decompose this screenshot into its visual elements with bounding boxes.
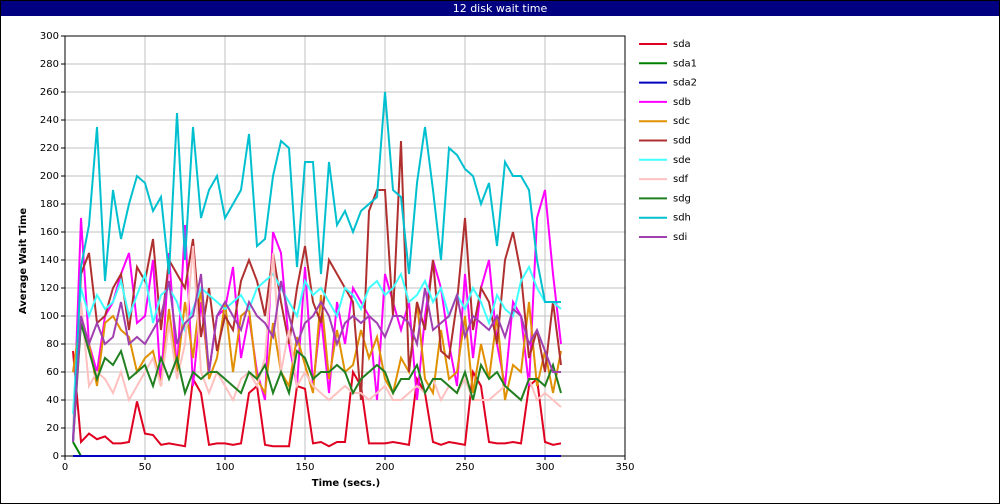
y-tick-label: 100: [40, 311, 59, 322]
legend-label: sda1: [673, 58, 697, 69]
x-tick-label: 350: [615, 462, 634, 473]
series-line: [72, 140, 562, 443]
legend-label: sdd: [673, 136, 691, 147]
series-line: [72, 322, 562, 443]
legend-label: sde: [673, 155, 691, 166]
legend-label: sdc: [673, 116, 690, 127]
x-tick-label: 250: [455, 462, 474, 473]
legend-label: sda: [673, 39, 691, 50]
y-tick-label: 20: [46, 423, 59, 434]
y-tick-label: 260: [40, 87, 59, 98]
x-tick-label: 0: [62, 462, 68, 473]
x-tick-label: 50: [139, 462, 152, 473]
legend-label: sda2: [673, 78, 697, 89]
y-tick-label: 180: [40, 199, 59, 210]
y-tick-label: 140: [40, 255, 59, 266]
x-tick-label: 200: [375, 462, 394, 473]
legend-label: sdb: [673, 97, 691, 108]
y-tick-label: 120: [40, 283, 59, 294]
legend-label: sdf: [673, 174, 689, 185]
legend-label: sdi: [673, 232, 687, 243]
y-tick-label: 280: [40, 59, 59, 70]
chart: Average Wait Time Time (secs.) 0 20 40 60 80…: [18, 31, 697, 489]
y-tick-label: 220: [40, 143, 59, 154]
series-line: [72, 287, 562, 401]
y-tick-label: 40: [46, 395, 59, 406]
series-line: [72, 273, 561, 443]
y-tick-label: 300: [40, 31, 59, 42]
title-bar: 12 disk wait time: [1, 1, 999, 16]
y-tick-label: 240: [40, 115, 59, 126]
y-axis-label: Average Wait Time: [18, 208, 29, 315]
x-axis-label: Time (secs.): [312, 478, 381, 489]
x-tick-label: 150: [295, 462, 314, 473]
y-tick-label: 60: [46, 367, 59, 378]
y-tick-label: 0: [53, 451, 59, 462]
series-line: [72, 350, 562, 448]
y-tick-label: 80: [46, 339, 59, 350]
y-tick-label: 160: [40, 227, 59, 238]
y-tick-label: 200: [40, 171, 59, 182]
legend-label: sdg: [673, 193, 691, 204]
series-line: [72, 245, 562, 429]
series-line: [72, 91, 561, 443]
legend-label: sdh: [673, 213, 691, 224]
x-tick-label: 300: [535, 462, 554, 473]
series-line: [72, 264, 562, 415]
x-tick-label: 100: [215, 462, 234, 473]
plot-area: [65, 36, 625, 456]
